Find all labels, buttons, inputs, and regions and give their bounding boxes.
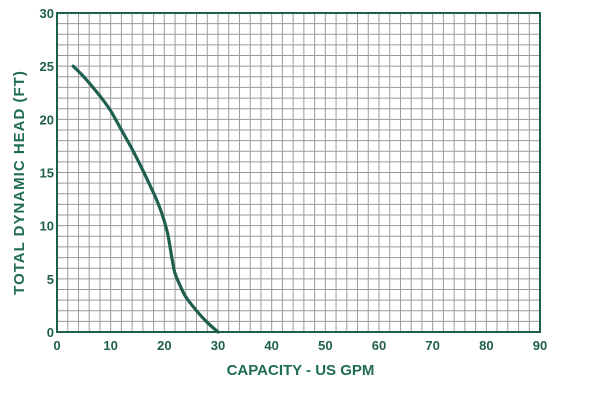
y-tick-labels: 0 5 10 15 20 25 30 [40,6,54,340]
y-tick-label: 30 [40,6,54,21]
y-tick-label: 20 [40,112,54,127]
x-tick-label: 70 [425,338,439,353]
y-tick-label: 25 [40,59,54,74]
plot-frame [56,12,541,333]
curve-layer [71,64,220,334]
y-axis-title: TOTAL DYNAMIC HEAD (FT) [11,70,28,295]
x-tick-label: 50 [318,338,332,353]
y-tick-label: 15 [40,166,54,181]
x-tick-labels: 0 10 20 30 40 50 60 70 80 90 [53,338,547,353]
y-tick-label: 10 [40,219,54,234]
x-tick-label: 30 [211,338,225,353]
y-tick-label: 0 [47,325,54,340]
grid [57,13,540,332]
x-tick-label: 90 [533,338,547,353]
x-tick-label: 0 [53,338,60,353]
x-tick-label: 10 [103,338,117,353]
x-tick-label: 80 [479,338,493,353]
y-tick-label: 5 [47,272,54,287]
x-tick-label: 60 [372,338,386,353]
x-tick-label: 40 [264,338,278,353]
x-axis-title: CAPACITY - US GPM [227,362,375,379]
x-tick-label: 20 [157,338,171,353]
pump-curve-line [71,64,220,334]
